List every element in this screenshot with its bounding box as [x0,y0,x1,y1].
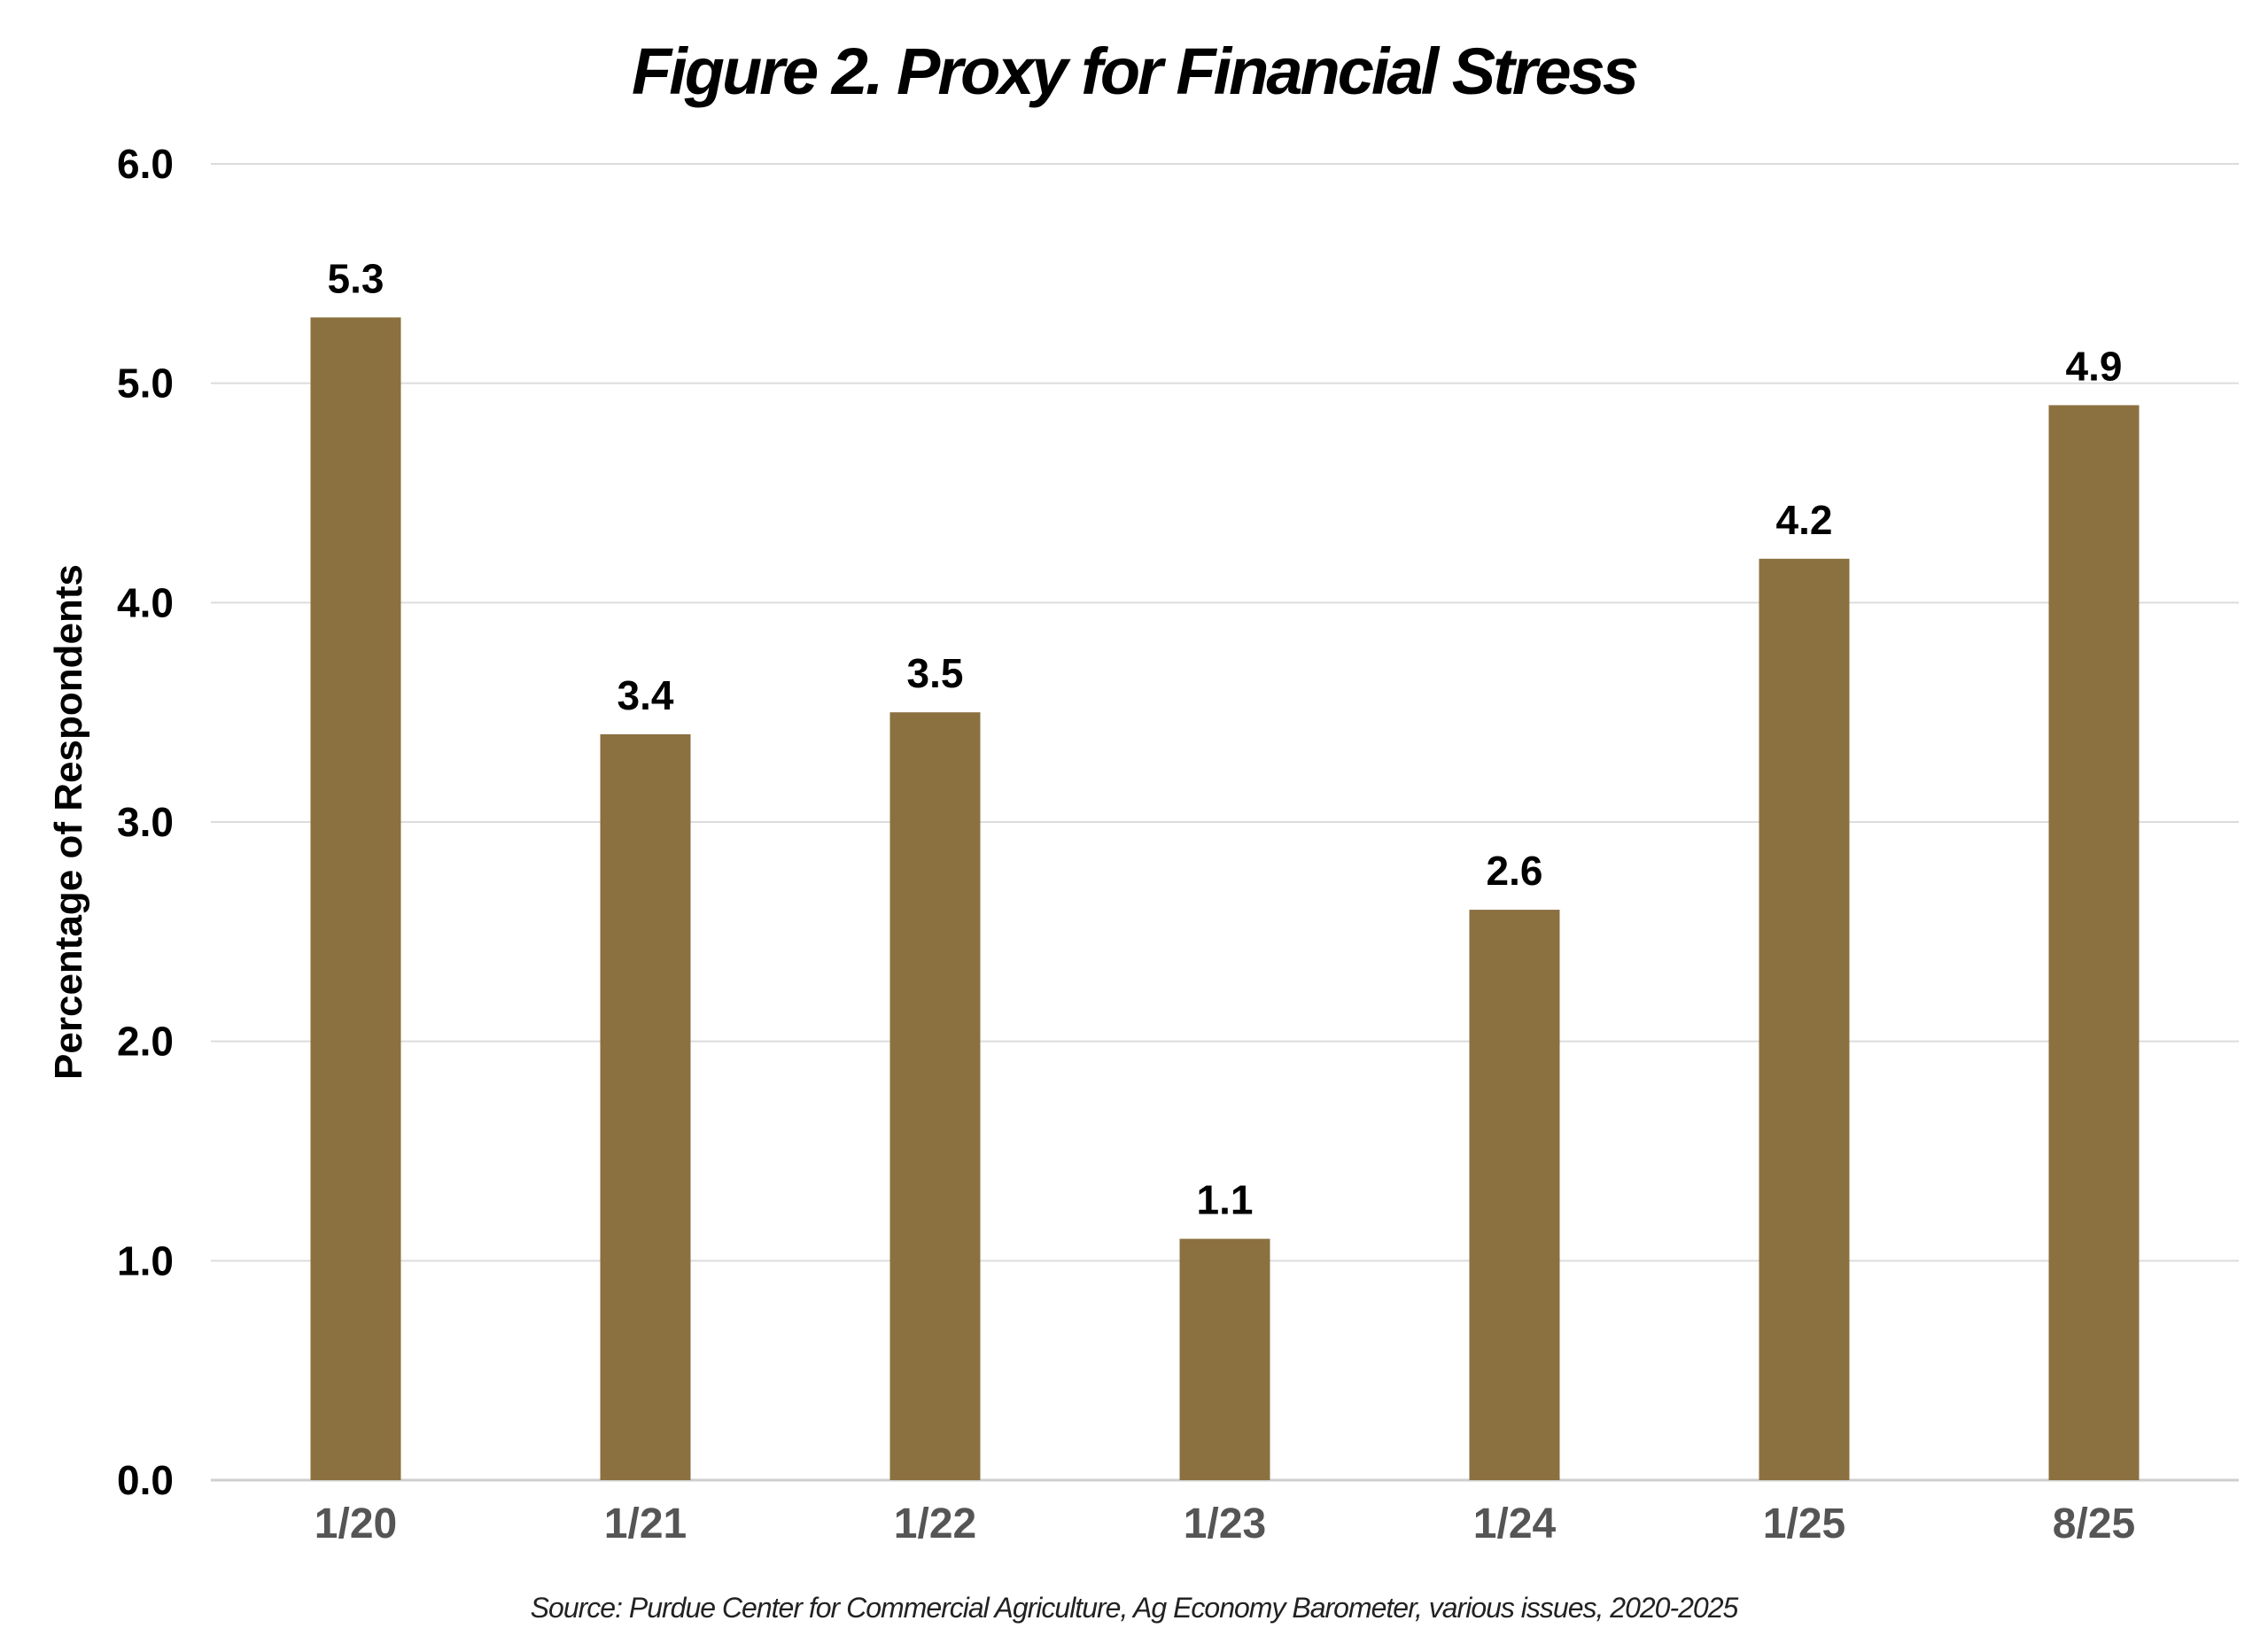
x-axis-ticks: 1/20 1/21 1/22 1/23 1/24 1/25 8/25 [315,1501,2135,1547]
x-tick-label: 1/22 [894,1501,976,1547]
x-tick-label: 1/24 [1473,1501,1557,1547]
x-tick-label: 1/21 [604,1501,687,1547]
bar [1179,1238,1270,1480]
x-tick-label: 1/25 [1763,1501,1845,1547]
y-tick-label: 0.0 [117,1457,174,1503]
y-tick-label: 2.0 [117,1019,174,1065]
bar [310,317,401,1480]
chart-title: Figure 2. Proxy for Financial Stress [632,35,1637,108]
y-tick-label: 3.0 [117,799,174,845]
y-axis-ticks: 0.0 1.0 2.0 3.0 4.0 5.0 6.0 [117,141,174,1503]
bars: 5.3 3.4 3.5 1.1 2.6 4.2 4.9 [310,255,2140,1480]
bar [600,733,691,1480]
data-label: 4.9 [2066,343,2123,389]
gridlines [211,163,2239,1482]
y-tick-label: 5.0 [117,361,174,407]
data-label: 4.2 [1776,497,1833,543]
source-note: Source: Purdue Center for Commercial Agr… [531,1592,1739,1624]
bar [889,712,981,1480]
x-tick-label: 1/20 [315,1501,397,1547]
bar [1469,910,1560,1480]
bar [2048,405,2140,1480]
x-tick-label: 1/23 [1184,1501,1266,1547]
y-axis-label: Percentage of Respondents [47,564,90,1080]
y-tick-label: 6.0 [117,141,174,187]
data-label: 2.6 [1487,848,1543,894]
data-label: 5.3 [328,255,384,301]
bar [1759,558,1850,1480]
data-label: 3.5 [907,650,964,696]
y-tick-label: 1.0 [117,1237,174,1283]
y-tick-label: 4.0 [117,579,174,625]
x-tick-label: 8/25 [2053,1501,2135,1547]
data-label: 1.1 [1197,1177,1254,1223]
data-label: 3.4 [617,672,674,718]
